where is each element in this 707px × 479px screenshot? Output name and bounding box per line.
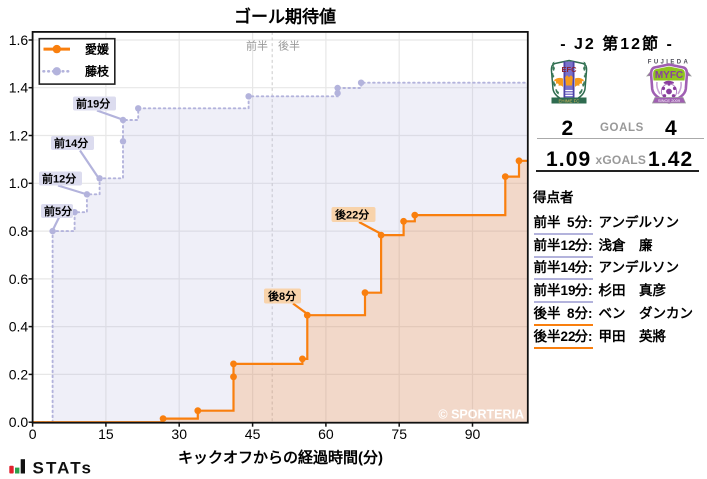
svg-text:EHIME FC: EHIME FC	[559, 98, 580, 103]
svg-text:0.4: 0.4	[9, 319, 29, 335]
svg-text:© SPORTERIA: © SPORTERIA	[438, 408, 524, 422]
svg-text:前14分: 前14分	[54, 136, 88, 150]
svg-text:ゴール期待値: ゴール期待値	[234, 7, 336, 27]
svg-text:30: 30	[171, 426, 187, 442]
svg-text:1.0: 1.0	[9, 175, 29, 191]
svg-text:0.2: 0.2	[9, 366, 29, 382]
svg-text:1.2: 1.2	[9, 127, 29, 143]
svg-text:60: 60	[318, 426, 334, 442]
svg-text:1.6: 1.6	[9, 32, 29, 48]
svg-text:後8分: 後8分	[268, 289, 296, 303]
svg-text:後22分: 後22分	[335, 208, 369, 222]
svg-text:EFC: EFC	[562, 65, 578, 74]
svg-text:SINCE 2009: SINCE 2009	[658, 98, 681, 103]
svg-text:前半: 前半	[246, 38, 268, 52]
svg-text:15: 15	[98, 426, 114, 442]
svg-text:0.8: 0.8	[9, 223, 29, 239]
svg-text:前5分: 前5分	[44, 204, 72, 218]
svg-text:愛媛: 愛媛	[85, 42, 110, 57]
svg-text:45: 45	[245, 426, 261, 442]
svg-text:MYFC: MYFC	[655, 70, 683, 81]
svg-text:後半: 後半	[278, 38, 300, 52]
svg-text:0: 0	[29, 426, 37, 442]
svg-text:前19分: 前19分	[76, 97, 110, 111]
svg-text:前12分: 前12分	[42, 172, 76, 186]
svg-text:0.6: 0.6	[9, 271, 29, 287]
svg-text:0.0: 0.0	[9, 414, 29, 430]
svg-text:1.4: 1.4	[9, 80, 29, 96]
svg-text:藤枝: 藤枝	[84, 64, 110, 79]
svg-text:STATs: STATs	[33, 458, 94, 477]
svg-text:キックオフからの経過時間(分): キックオフからの経過時間(分)	[178, 448, 383, 466]
svg-text:90: 90	[465, 426, 481, 442]
svg-text:FUJIEDA: FUJIEDA	[648, 60, 690, 66]
svg-text:75: 75	[391, 426, 407, 442]
